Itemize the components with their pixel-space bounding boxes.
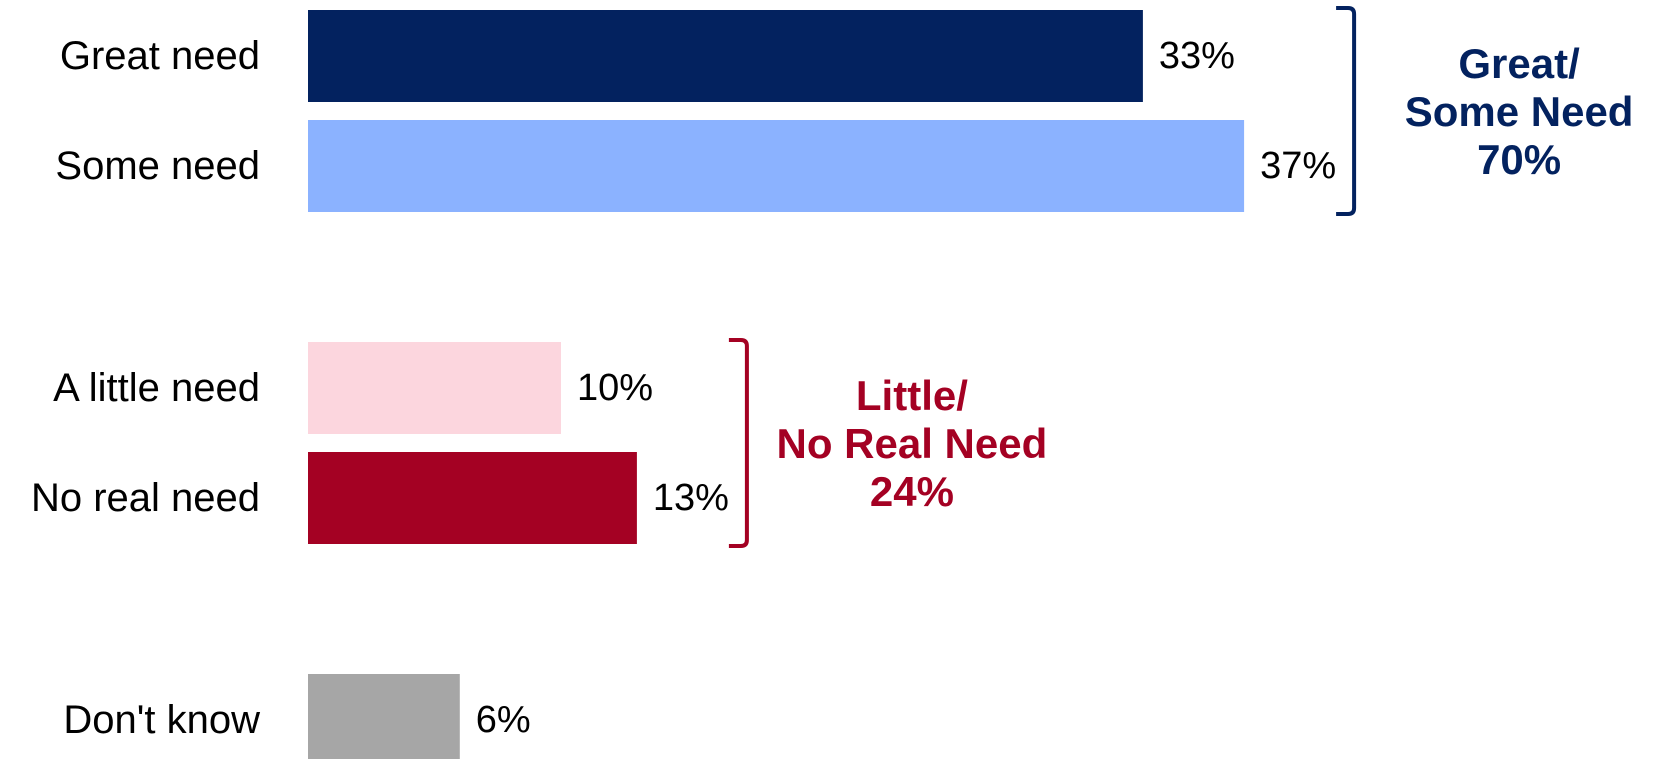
- group-bracket-1: [1336, 6, 1357, 216]
- bar-great-need: [308, 10, 1143, 102]
- category-labels: Great need Some need A little need No real …: [31, 34, 260, 742]
- group-bracket-2: [728, 338, 749, 548]
- bar-no-real-need: [308, 452, 637, 544]
- group-label-line: 70%: [1477, 136, 1561, 183]
- group-label-line: Little/: [856, 372, 968, 419]
- group-label-line: 24%: [870, 468, 954, 515]
- group-label-line: No Real Need: [777, 420, 1048, 467]
- group-label-2: Little/No Real Need 24%: [777, 372, 1048, 515]
- bar-don-t-know: [308, 674, 460, 759]
- group-label-1: Great/Some Need 70%: [1405, 40, 1634, 183]
- value-label-great-need: 33%: [1159, 35, 1235, 77]
- category-label-some-need: Some need: [55, 144, 260, 188]
- category-label-great-need: Great need: [60, 34, 260, 78]
- bars-layer: [308, 10, 1245, 759]
- value-label-a-little-need: 10%: [577, 367, 653, 409]
- group-annotations: Great/Some Need 70% Little/No Real Need 24%: [728, 6, 1634, 548]
- bar-some-need: [308, 120, 1245, 212]
- bar-a-little-need: [308, 342, 561, 434]
- group-label-line: Some Need: [1405, 88, 1634, 135]
- category-label-no-real-need: No real need: [31, 476, 260, 520]
- category-label-don-t-know: Don't know: [63, 698, 260, 742]
- value-label-don-t-know: 6%: [476, 699, 531, 741]
- value-label-some-need: 37%: [1260, 145, 1336, 187]
- value-labels: 33% 37% 10% 13% 6%: [476, 35, 1336, 741]
- group-label-line: Great/: [1458, 40, 1580, 87]
- value-label-no-real-need: 13%: [653, 477, 729, 519]
- category-label-a-little-need: A little need: [53, 366, 260, 410]
